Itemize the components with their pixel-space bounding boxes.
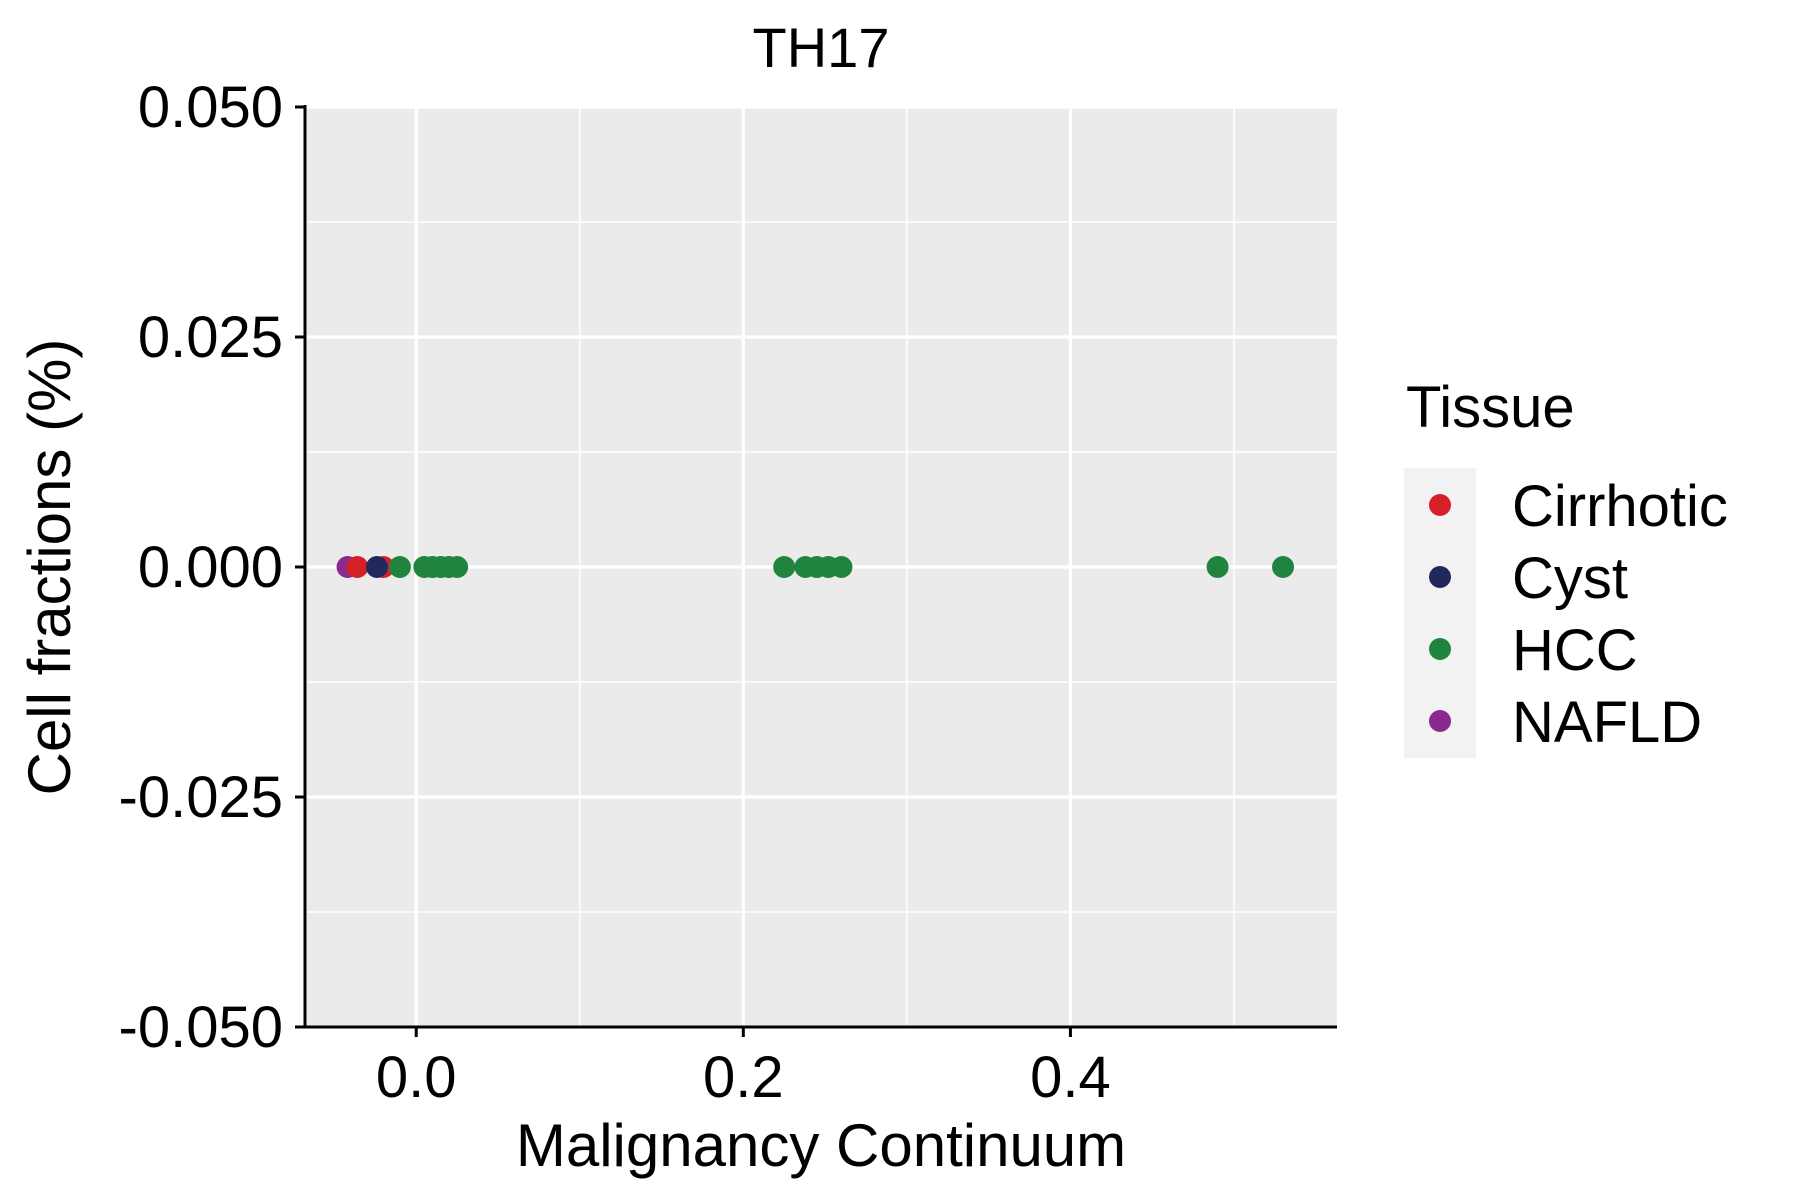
y-tick-label: -0.025 xyxy=(119,765,283,830)
data-point-hcc xyxy=(773,556,796,578)
data-point-hcc xyxy=(1272,556,1295,578)
data-point-hcc xyxy=(830,556,853,578)
data-point-cyst xyxy=(365,556,388,578)
legend-key-hcc xyxy=(1429,638,1451,660)
data-points xyxy=(336,556,1295,578)
legend-key-cirrhotic xyxy=(1429,494,1451,516)
y-axis-title: Cell fractions (%) xyxy=(16,339,83,796)
legend-key-nafld xyxy=(1429,710,1451,732)
legend-label-hcc: HCC xyxy=(1512,618,1638,683)
chart-title: TH17 xyxy=(753,16,890,79)
x-axis-title: Malignancy Continuum xyxy=(516,1112,1126,1179)
legend-key-cyst xyxy=(1429,566,1451,588)
legend-title: Tissue xyxy=(1406,375,1575,440)
legend-items: Cirrhotic Cyst HCC NAFLD xyxy=(1429,474,1728,755)
data-point-hcc xyxy=(1206,556,1229,578)
x-axis-ticks: 0.0 0.2 0.4 xyxy=(376,1027,1111,1110)
y-tick-label: 0.025 xyxy=(138,305,283,370)
legend-label-cirrhotic: Cirrhotic xyxy=(1512,474,1728,539)
data-point-cirrhotic xyxy=(346,556,369,578)
legend-label-cyst: Cyst xyxy=(1512,546,1628,611)
x-tick-label: 0.0 xyxy=(376,1045,457,1110)
x-tick-label: 0.4 xyxy=(1030,1045,1111,1110)
x-tick-label: 0.2 xyxy=(703,1045,784,1110)
y-axis-ticks: -0.050 -0.025 0.000 0.025 0.050 xyxy=(119,75,305,1060)
y-tick-label: 0.000 xyxy=(138,535,283,600)
y-tick-label: -0.050 xyxy=(119,995,283,1060)
data-point-hcc xyxy=(388,556,411,578)
legend-key-background xyxy=(1404,468,1476,758)
data-point-hcc xyxy=(446,556,469,578)
legend-label-nafld: NAFLD xyxy=(1512,690,1702,755)
y-tick-label: 0.050 xyxy=(138,75,283,140)
legend: Tissue Cirrhotic Cyst HCC NAFLD xyxy=(1404,375,1728,758)
